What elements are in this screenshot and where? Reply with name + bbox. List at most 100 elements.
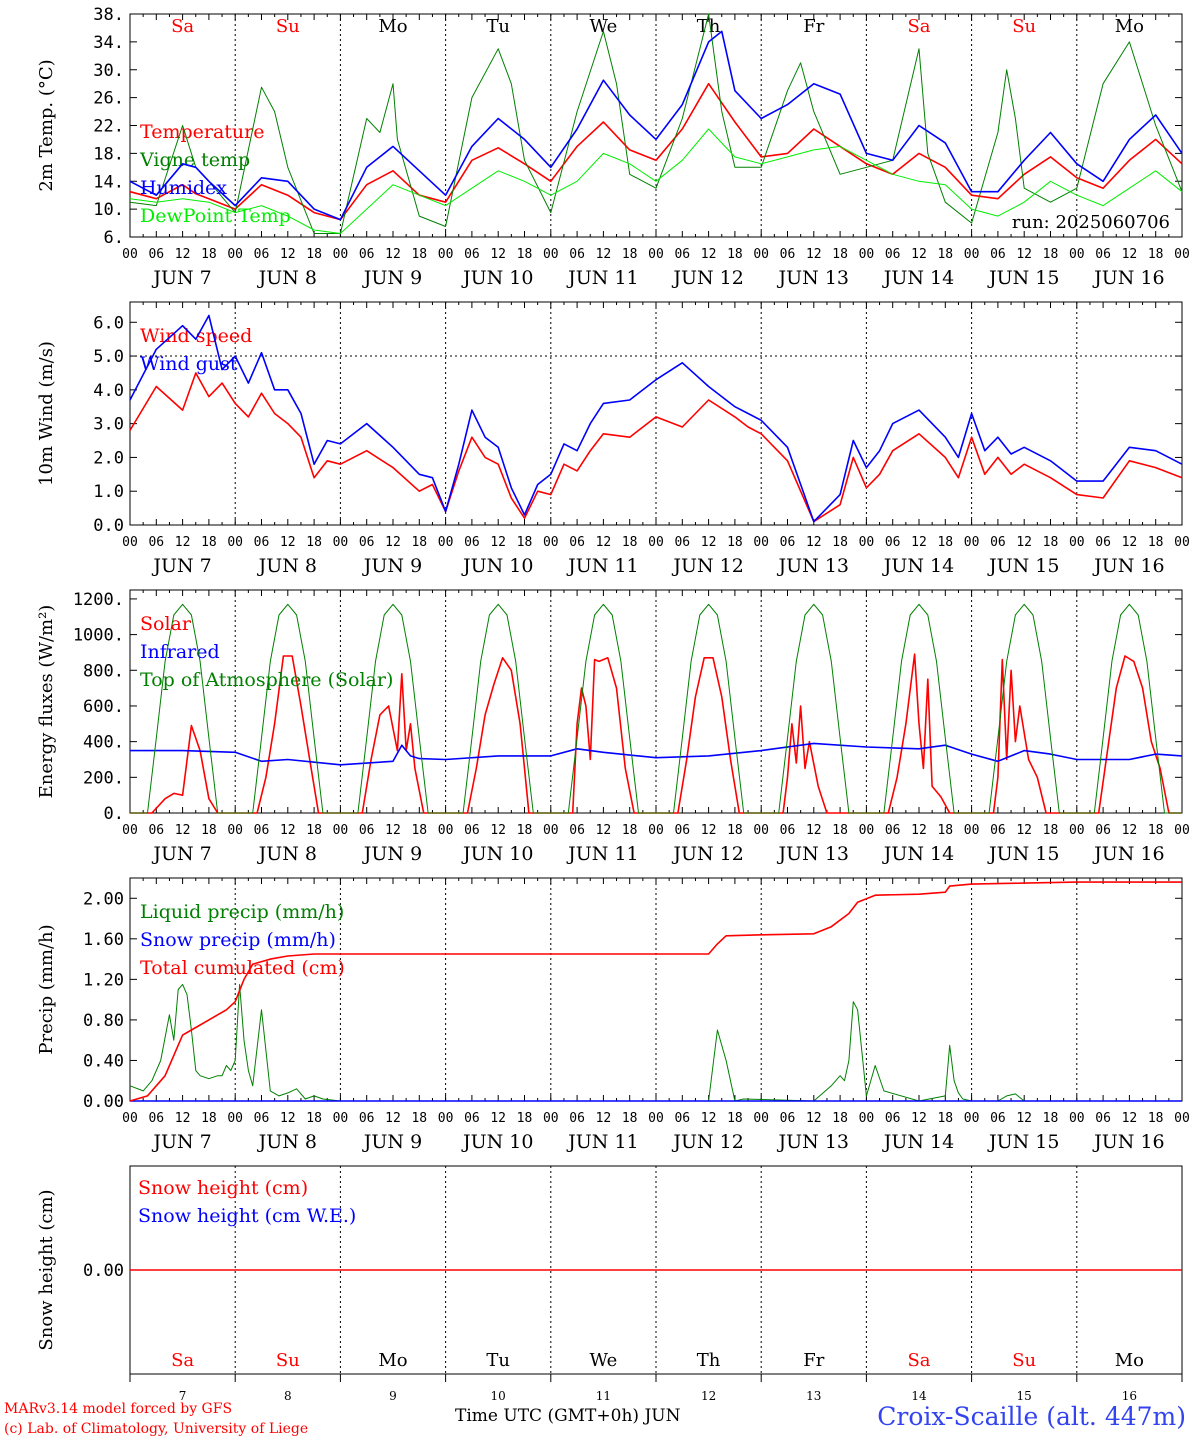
- weekday-label: Su: [1012, 1350, 1036, 1371]
- date-tick-label: JUN 7: [151, 267, 211, 289]
- hour-tick-label: 12: [175, 247, 191, 262]
- hour-tick-label: 06: [990, 1111, 1006, 1126]
- hour-tick-label: 12: [175, 823, 191, 838]
- series-line: [129, 30, 1183, 221]
- hour-tick-label: 12: [596, 535, 612, 550]
- date-tick-label: JUN 13: [777, 267, 849, 289]
- date-tick-label: JUN 14: [882, 1131, 954, 1153]
- hour-tick-label: 00: [122, 535, 138, 550]
- hour-tick-label: 00: [648, 535, 664, 550]
- hour-tick-label: 00: [227, 535, 243, 550]
- hour-tick-label: 12: [385, 1111, 401, 1126]
- date-tick-label: JUN 8: [257, 843, 317, 865]
- weekday-label: Mo: [1115, 1350, 1144, 1371]
- y-tick-label: 1200.: [73, 590, 124, 610]
- hour-tick-label: 18: [411, 1111, 427, 1126]
- hour-tick-label: 12: [911, 823, 927, 838]
- date-tick-label: JUN 9: [362, 555, 422, 577]
- hour-tick-label: 00: [1174, 823, 1190, 838]
- weekday-label: Mo: [378, 16, 407, 37]
- hour-tick-label: 00: [333, 823, 349, 838]
- hour-tick-label: 00: [543, 535, 559, 550]
- hour-tick-label: 12: [1016, 535, 1032, 550]
- hour-tick-label: 06: [148, 1111, 164, 1126]
- date-tick-label: JUN 9: [362, 267, 422, 289]
- hour-tick-label: 06: [464, 535, 480, 550]
- hour-tick-label: 18: [1148, 535, 1164, 550]
- y-tick-label: 600.: [83, 697, 124, 717]
- series-line: [129, 82, 1183, 221]
- weekday-label: Sa: [907, 16, 930, 37]
- hour-tick-label: 00: [1069, 823, 1085, 838]
- weekday-label: We: [590, 1350, 618, 1371]
- hour-tick-label: 18: [727, 823, 743, 838]
- hour-tick-label: 18: [832, 535, 848, 550]
- hour-tick-label: 00: [964, 535, 980, 550]
- date-tick-label: JUN 12: [671, 555, 743, 577]
- hour-tick-label: 06: [674, 247, 690, 262]
- hour-tick-label: 00: [227, 823, 243, 838]
- hour-tick-label: 06: [990, 535, 1006, 550]
- hour-tick-label: 18: [622, 535, 638, 550]
- hour-tick-label: 00: [859, 823, 875, 838]
- hour-tick-label: 18: [306, 247, 322, 262]
- hour-tick-label: 12: [911, 247, 927, 262]
- legend-entry: Vigne temp: [139, 149, 250, 171]
- hour-tick-label: 00: [122, 1111, 138, 1126]
- hour-tick-label: 18: [622, 1111, 638, 1126]
- hour-tick-label: 12: [701, 247, 717, 262]
- y-tick-label: 3.0: [93, 415, 124, 435]
- y-axis-label: 10m Wind (m/s): [36, 341, 57, 486]
- date-tick-label: JUN 15: [987, 267, 1059, 289]
- hour-tick-label: 18: [1148, 1111, 1164, 1126]
- date-tick-label: JUN 14: [882, 267, 954, 289]
- hour-tick-label: 06: [148, 535, 164, 550]
- y-tick-label: 1.0: [93, 482, 124, 502]
- y-tick-label: 6.: [104, 228, 124, 248]
- hour-tick-label: 06: [1095, 823, 1111, 838]
- y-tick-label: 2.00: [83, 889, 124, 909]
- legend-entry: DewPoint Temp: [140, 205, 291, 227]
- weekday-label: Th: [697, 1350, 721, 1371]
- hour-tick-label: 18: [201, 1111, 217, 1126]
- hour-tick-label: 06: [885, 1111, 901, 1126]
- date-tick-label: JUN 7: [151, 555, 211, 577]
- date-tick-label: JUN 15: [987, 1131, 1059, 1153]
- y-tick-label: 34.: [93, 33, 124, 53]
- hour-tick-label: 06: [990, 823, 1006, 838]
- hour-tick-label: 18: [201, 247, 217, 262]
- hour-tick-label: 18: [1148, 247, 1164, 262]
- hour-tick-label: 00: [438, 535, 454, 550]
- weekday-label: Fr: [803, 16, 824, 37]
- date-tick-label: JUN 15: [987, 843, 1059, 865]
- date-tick-label: JUN 7: [151, 1131, 211, 1153]
- date-tick-label: JUN 8: [257, 1131, 317, 1153]
- hour-tick-label: 00: [648, 823, 664, 838]
- date-tick-label: JUN 12: [671, 1131, 743, 1153]
- hour-tick-label: 18: [937, 823, 953, 838]
- hour-tick-label: 06: [569, 247, 585, 262]
- y-tick-label: 0.00: [83, 1092, 124, 1112]
- weekday-label: Tu: [486, 1350, 510, 1371]
- hour-tick-label: 18: [937, 535, 953, 550]
- date-tick-label: JUN 7: [151, 843, 211, 865]
- hour-tick-label: 12: [175, 535, 191, 550]
- series-line: [129, 983, 1182, 1102]
- series-line: [129, 128, 1183, 234]
- hour-tick-label: 00: [122, 247, 138, 262]
- hour-tick-label: 06: [464, 1111, 480, 1126]
- hour-tick-label: 00: [859, 247, 875, 262]
- date-tick-label: JUN 10: [461, 1131, 533, 1153]
- hour-tick-label: 00: [438, 1111, 454, 1126]
- hour-tick-label: 06: [359, 247, 375, 262]
- date-tick-label: JUN 16: [1092, 843, 1164, 865]
- y-axis-label: Snow height (cm): [36, 1189, 57, 1350]
- legend-entry: Wind gust: [140, 353, 238, 375]
- hour-tick-label: 12: [1122, 823, 1138, 838]
- hour-tick-label: 00: [859, 535, 875, 550]
- hour-tick-label: 00: [122, 823, 138, 838]
- hour-tick-label: 06: [674, 1111, 690, 1126]
- hour-tick-label: 18: [517, 535, 533, 550]
- date-tick-label: JUN 16: [1092, 555, 1164, 577]
- hour-tick-label: 00: [1174, 535, 1190, 550]
